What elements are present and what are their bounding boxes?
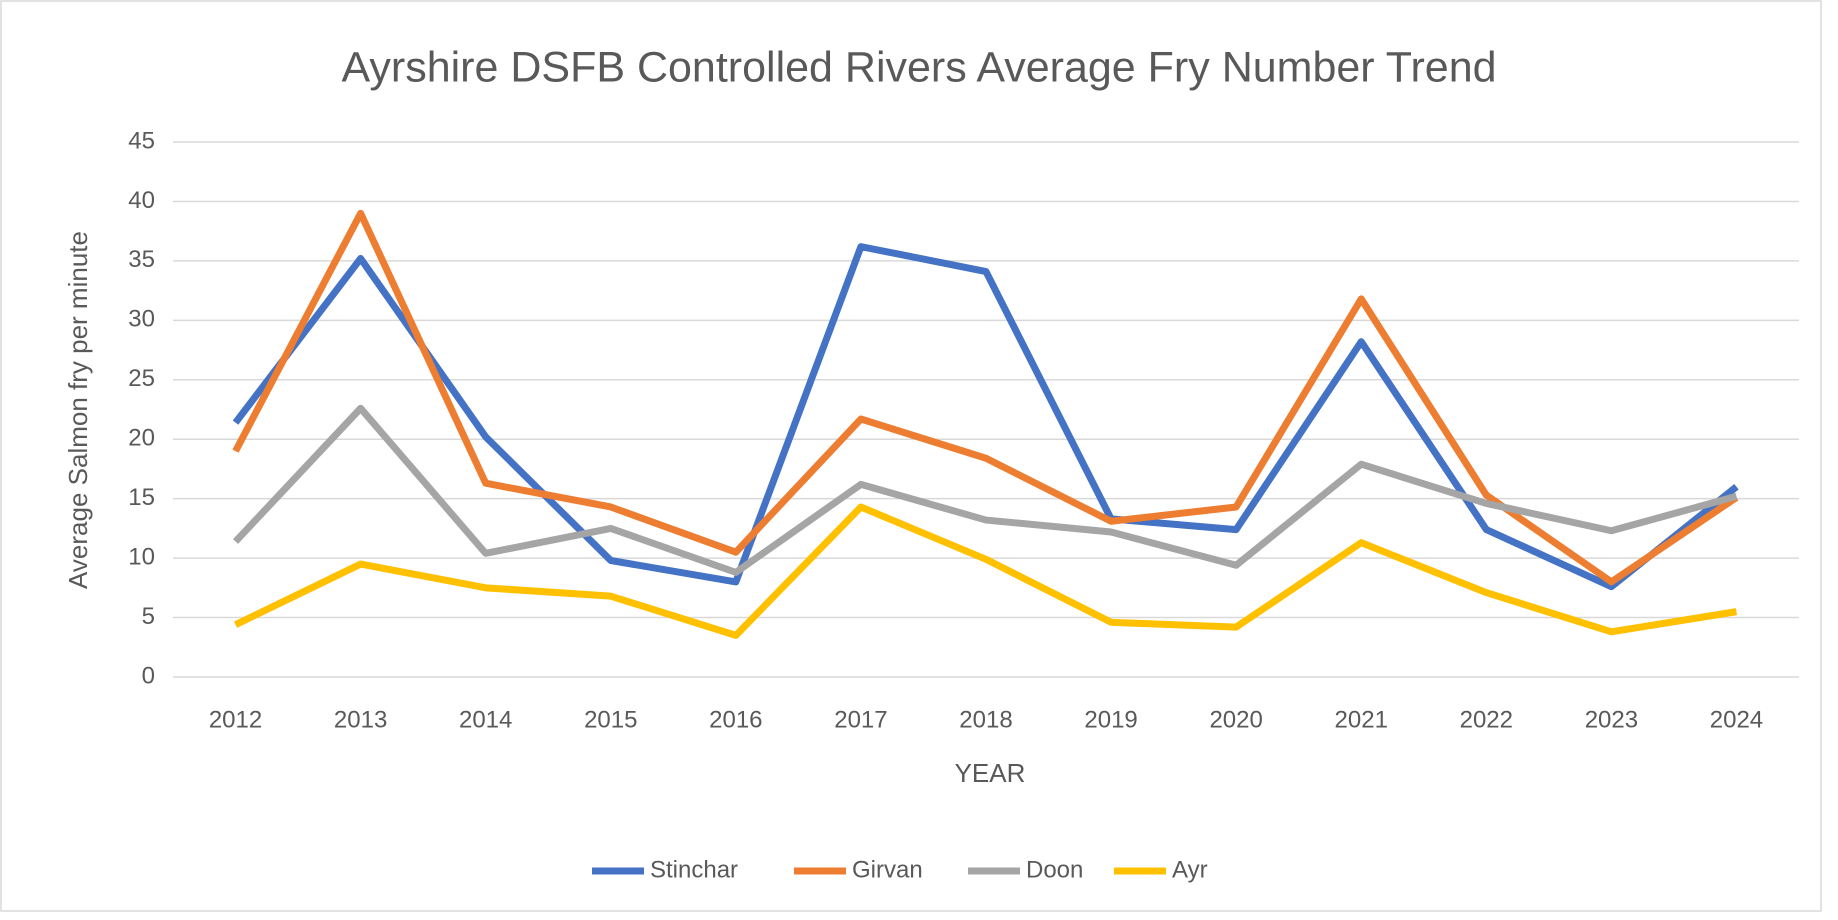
x-tick-label: 2015: [584, 706, 637, 733]
y-tick-label: 0: [142, 662, 155, 689]
series-line: [232, 404, 1738, 576]
x-tick-label: 2014: [459, 706, 512, 733]
y-tick-label: 35: [128, 246, 155, 273]
y-tick-label: 15: [128, 484, 155, 511]
x-tick-label: 2019: [1084, 706, 1137, 733]
legend-label: Stinchar: [650, 856, 738, 883]
x-tick-label: 2024: [1710, 706, 1763, 733]
legend-label: Doon: [1026, 856, 1083, 883]
y-tick-label: 5: [142, 603, 155, 630]
x-tick-label: 2021: [1335, 706, 1388, 733]
legend-label: Ayr: [1172, 856, 1208, 883]
y-tick-label: 45: [128, 127, 155, 154]
x-tick-label: 2020: [1209, 706, 1262, 733]
y-tick-label: 30: [128, 306, 155, 333]
series-line: [234, 503, 1738, 639]
legend-label: Girvan: [852, 856, 923, 883]
x-axis-label: YEAR: [955, 758, 1026, 788]
x-tick-label: 2023: [1585, 706, 1638, 733]
y-tick-label: 25: [128, 365, 155, 392]
chart-title: Ayrshire DSFB Controlled Rivers Average …: [341, 43, 1496, 91]
series-line: [232, 243, 1739, 591]
x-tick-label: 2016: [709, 706, 762, 733]
x-tick-label: 2012: [209, 706, 262, 733]
y-tick-label: 20: [128, 425, 155, 452]
x-tick-label: 2018: [959, 706, 1012, 733]
y-tick-label: 10: [128, 543, 155, 570]
series-line: [232, 209, 1739, 586]
x-tick-label: 2017: [834, 706, 887, 733]
x-tick-label: 2013: [334, 706, 387, 733]
x-tick-label: 2022: [1460, 706, 1513, 733]
y-tick-label: 40: [128, 187, 155, 214]
y-axis-label: Average Salmon fry per minute: [63, 231, 93, 589]
